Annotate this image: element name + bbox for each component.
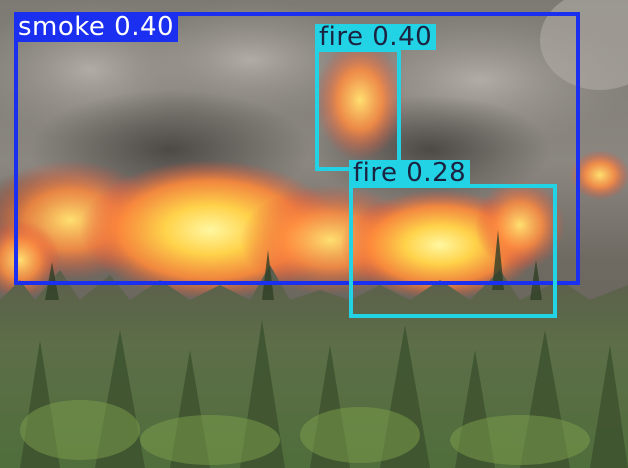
fire-detection-box (315, 48, 401, 171)
smoke-detection-box (14, 12, 580, 285)
fire-detection-label: fire 0.28 (349, 160, 471, 186)
fire-detection-box (349, 184, 557, 318)
fire-detection-label: fire 0.40 (315, 24, 437, 50)
smoke-detection-label: smoke 0.40 (14, 14, 179, 42)
